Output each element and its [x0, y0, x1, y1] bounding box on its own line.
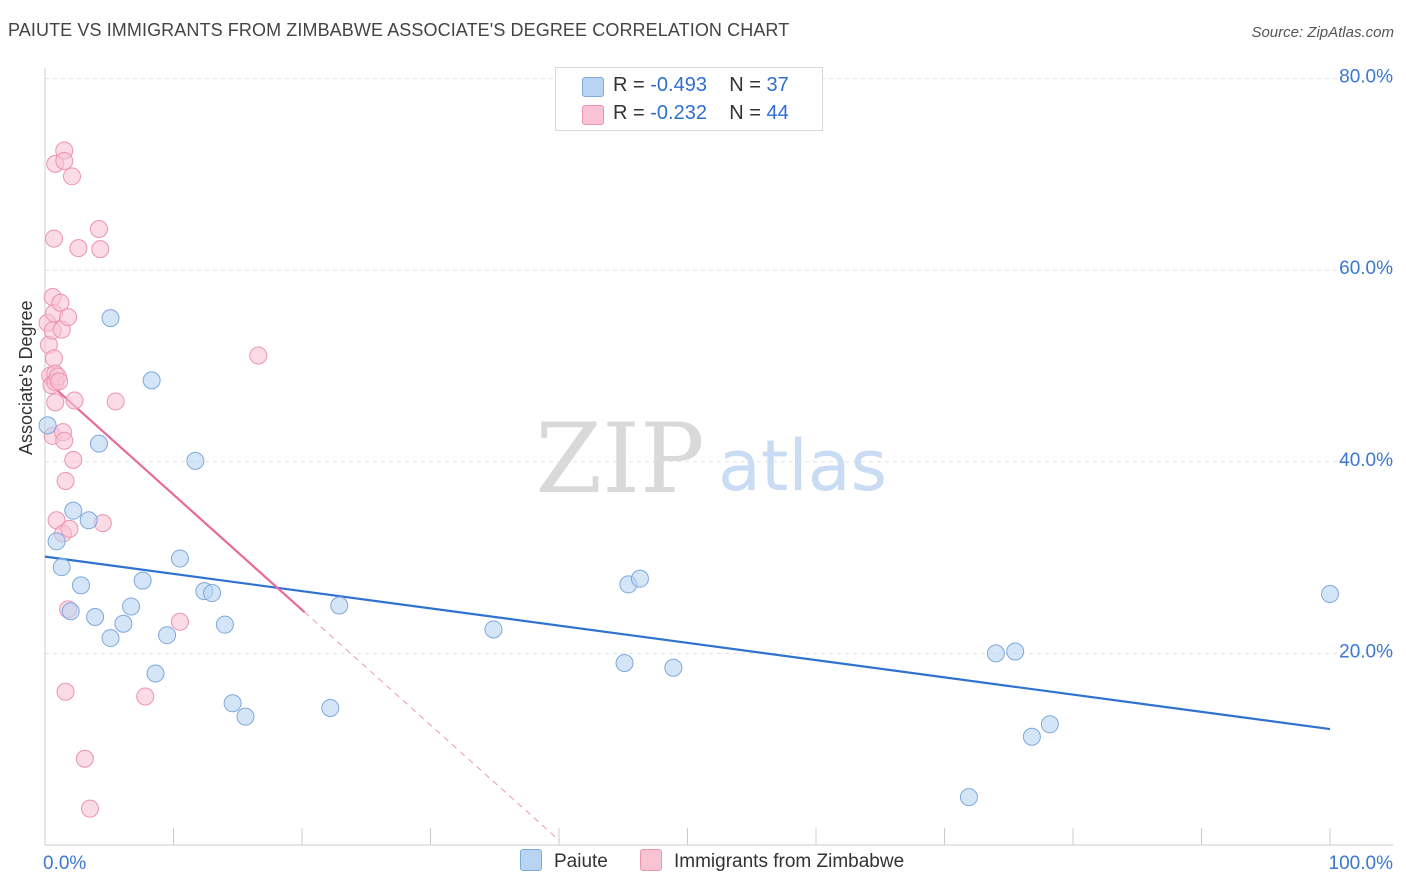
trend-line-zimbabwe: [44, 378, 306, 614]
point-zimbabwe: [56, 471, 75, 490]
point-paiute: [630, 569, 649, 588]
point-zimbabwe: [60, 519, 79, 538]
series-label-zimbabwe: Immigrants from Zimbabwe: [674, 851, 905, 872]
y-tick-label: 40.0%: [1339, 450, 1393, 471]
tick-labels: 20.0% 40.0% 60.0% 80.0% 0.0% 100.0%: [43, 67, 1393, 874]
data-points: [38, 141, 1339, 818]
point-paiute: [158, 626, 177, 645]
series-swatch-zimbabwe: [640, 849, 662, 871]
legend-r-label: R =: [613, 74, 645, 96]
point-paiute: [142, 371, 161, 390]
point-paiute: [79, 511, 98, 530]
point-paiute: [223, 694, 242, 713]
point-paiute: [1022, 727, 1041, 746]
point-paiute: [122, 597, 141, 616]
point-paiute: [1006, 642, 1025, 661]
point-paiute: [114, 614, 133, 633]
legend-n-value-zimbabwe: 44: [766, 102, 789, 124]
x-tick-label: 0.0%: [43, 853, 86, 874]
point-paiute: [1040, 715, 1059, 734]
watermark-zip: ZIP: [535, 403, 704, 515]
point-zimbabwe: [55, 431, 74, 450]
point-paiute: [186, 451, 205, 470]
point-zimbabwe: [249, 346, 268, 365]
point-zimbabwe: [69, 239, 88, 258]
legend-r-value-zimbabwe: -0.232: [650, 102, 707, 124]
series-swatch-paiute: [520, 849, 542, 871]
point-paiute: [52, 558, 71, 577]
series-label-paiute: Paiute: [554, 851, 608, 872]
trend-lines: [44, 378, 1331, 841]
point-paiute: [986, 644, 1005, 663]
point-zimbabwe: [64, 450, 83, 469]
point-zimbabwe: [65, 391, 84, 410]
point-zimbabwe: [56, 682, 75, 701]
watermark-atlas: atlas: [718, 425, 887, 507]
series-legend-paiute: Paiute: [520, 849, 608, 873]
point-zimbabwe: [136, 687, 155, 706]
point-paiute: [64, 501, 83, 520]
legend-r-label: R =: [613, 102, 645, 124]
point-zimbabwe: [62, 167, 81, 186]
point-paiute: [101, 629, 120, 648]
source-credit: Source: ZipAtlas.com: [1251, 24, 1394, 41]
point-paiute: [484, 620, 503, 639]
point-paiute: [236, 707, 255, 726]
point-zimbabwe: [44, 349, 63, 368]
series-legend: Paiute Immigrants from Zimbabwe: [0, 849, 1406, 879]
point-paiute: [86, 607, 105, 626]
point-paiute: [61, 602, 80, 621]
point-paiute: [170, 549, 189, 568]
point-paiute: [133, 571, 152, 590]
chart-title: PAIUTE VS IMMIGRANTS FROM ZIMBABWE ASSOC…: [8, 20, 790, 40]
y-axis-label: Associate's Degree: [16, 300, 36, 455]
point-zimbabwe: [55, 151, 74, 170]
series-legend-zimbabwe: Immigrants from Zimbabwe: [640, 849, 904, 873]
point-paiute: [89, 434, 108, 453]
point-paiute: [215, 615, 234, 634]
legend-n-label: N =: [729, 102, 761, 124]
legend-n-label: N =: [729, 74, 761, 96]
point-paiute: [146, 664, 165, 683]
y-tick-label: 80.0%: [1339, 67, 1393, 88]
trend-line-zimbabwe-extension: [304, 611, 560, 841]
x-tick-label: 100.0%: [1329, 853, 1394, 874]
point-paiute: [330, 596, 349, 615]
point-paiute: [71, 576, 90, 595]
correlation-legend: R = -0.493 N = 37 R = -0.232 N = 44: [555, 67, 823, 131]
point-zimbabwe: [89, 220, 108, 239]
gridlines: [45, 78, 1393, 654]
point-zimbabwe: [80, 799, 99, 818]
point-paiute: [47, 532, 66, 551]
y-tick-label: 20.0%: [1339, 641, 1393, 662]
trend-line-paiute: [44, 555, 1331, 731]
point-paiute: [203, 584, 222, 603]
point-zimbabwe: [106, 392, 125, 411]
legend-n-value-paiute: 37: [766, 74, 789, 96]
point-zimbabwe: [46, 393, 65, 412]
point-zimbabwe: [51, 293, 70, 312]
point-zimbabwe: [59, 308, 78, 327]
point-paiute: [615, 653, 634, 672]
point-paiute: [959, 788, 978, 807]
point-zimbabwe: [170, 612, 189, 631]
point-zimbabwe: [75, 749, 94, 768]
point-paiute: [38, 416, 57, 435]
point-zimbabwe: [91, 240, 110, 259]
legend-swatch-paiute: [582, 77, 604, 97]
point-zimbabwe: [50, 372, 69, 391]
legend-r-value-paiute: -0.493: [650, 74, 707, 96]
point-paiute: [101, 309, 120, 328]
legend-swatch-zimbabwe: [582, 105, 604, 125]
watermark: ZIP atlas: [535, 403, 887, 515]
axes: [44, 68, 1393, 846]
y-tick-label: 60.0%: [1339, 258, 1393, 279]
point-paiute: [321, 699, 340, 718]
point-paiute: [1321, 585, 1339, 604]
point-zimbabwe: [44, 229, 63, 248]
point-paiute: [664, 658, 683, 677]
